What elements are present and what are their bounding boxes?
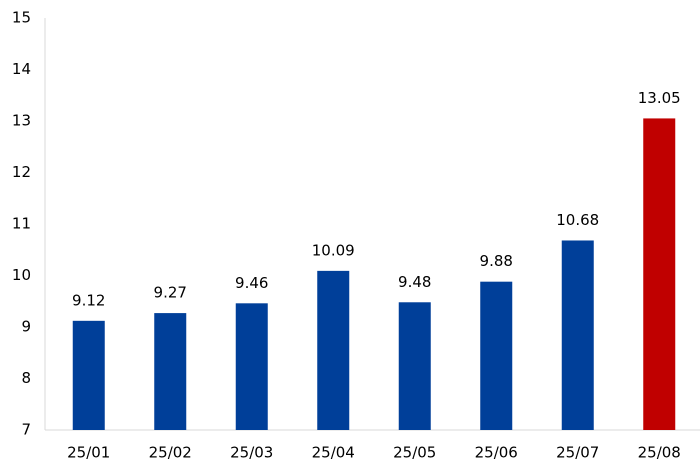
data-label: 9.48 <box>398 273 431 291</box>
y-tick-label: 13 <box>12 112 31 130</box>
data-label: 13.05 <box>638 89 681 107</box>
y-tick-label: 10 <box>12 266 31 284</box>
bar <box>154 313 187 430</box>
bar <box>317 270 350 430</box>
bar <box>398 302 431 430</box>
data-label: 10.09 <box>312 241 355 259</box>
y-tick-label: 8 <box>21 369 31 387</box>
bar <box>561 240 594 430</box>
data-label: 9.12 <box>72 291 105 309</box>
bar <box>480 281 513 430</box>
x-tick-label: 25/03 <box>230 444 273 462</box>
y-tick-label: 9 <box>21 318 31 336</box>
x-tick-label: 25/07 <box>556 444 599 462</box>
x-tick-label: 25/08 <box>638 444 681 462</box>
x-tick-label: 25/06 <box>475 444 518 462</box>
bar <box>72 320 105 430</box>
data-label: 9.88 <box>480 252 513 270</box>
y-tick-label: 12 <box>12 163 31 181</box>
data-label: 9.46 <box>235 274 268 292</box>
data-label: 10.68 <box>556 211 599 229</box>
bar <box>643 118 676 431</box>
y-tick-label: 14 <box>12 60 31 78</box>
y-tick-label: 11 <box>12 215 31 233</box>
x-tick-label: 25/05 <box>393 444 436 462</box>
data-label: 9.27 <box>154 284 187 302</box>
x-tick-label: 25/04 <box>312 444 355 462</box>
bar <box>235 303 268 430</box>
x-tick-label: 25/01 <box>67 444 110 462</box>
x-tick-label: 25/02 <box>149 444 192 462</box>
y-tick-label: 7 <box>21 421 31 439</box>
y-tick-label: 15 <box>12 9 31 27</box>
